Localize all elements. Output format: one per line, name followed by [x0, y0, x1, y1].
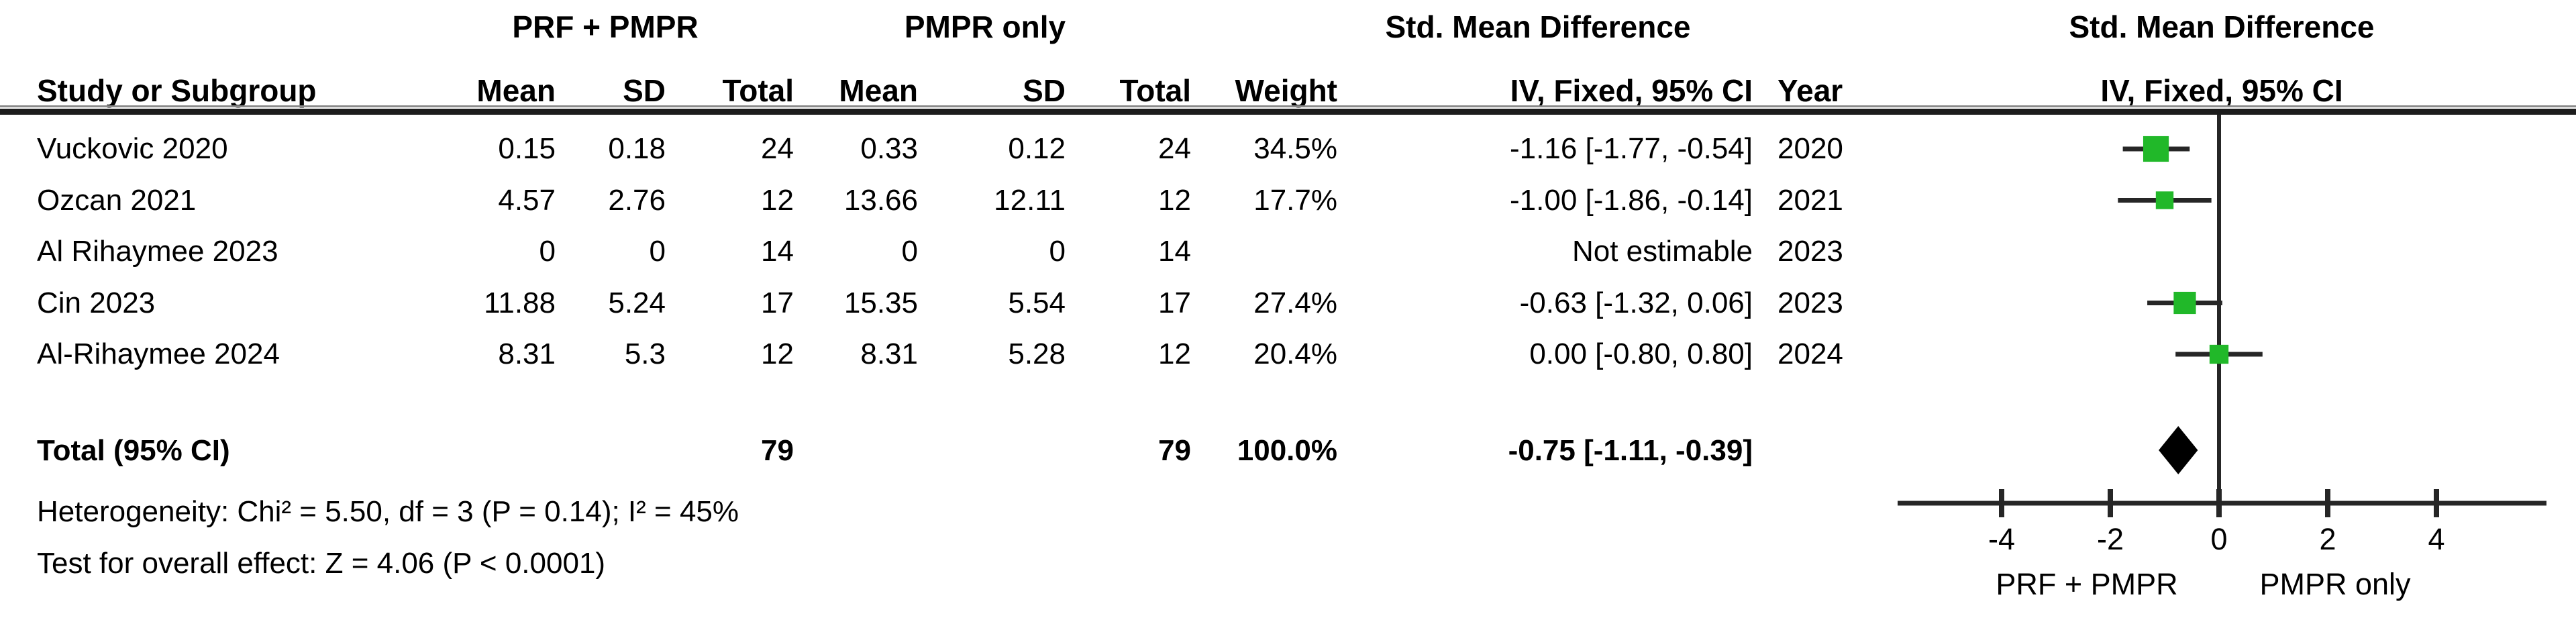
cell-sd2: 0: [1049, 235, 1066, 268]
cell-weight: 20.4%: [1253, 337, 1337, 370]
total-n-experimental: 79: [761, 434, 794, 467]
cell-year: 2023: [1778, 235, 1843, 268]
cell-year: 2023: [1778, 286, 1843, 319]
group-header-smd-table: Std. Mean Difference: [1385, 9, 1691, 44]
cell-mean2: 0: [901, 235, 918, 268]
cell-total2: 12: [1158, 337, 1191, 370]
cell-total2: 17: [1158, 286, 1191, 319]
cell-sd1: 2.76: [608, 184, 666, 217]
cell-mean2: 15.35: [843, 286, 918, 319]
header-rule: [0, 109, 2576, 115]
col-header-weight: Weight: [1235, 73, 1337, 108]
cell-sd2: 5.28: [1008, 337, 1066, 370]
cell-weight: 27.4%: [1253, 286, 1337, 319]
cell-total1: 14: [761, 235, 794, 268]
overall-effect-text: Test for overall effect: Z = 4.06 (P < 0…: [37, 547, 606, 580]
cell-study: Cin 2023: [37, 286, 156, 319]
cell-mean1: 0: [539, 235, 556, 268]
axis-tick-label: 2: [2319, 522, 2336, 556]
effect-marker-square: [2143, 136, 2169, 162]
cell-study: Al-Rihaymee 2024: [37, 337, 280, 370]
cell-sd1: 5.24: [608, 286, 666, 319]
cell-mean1: 0.15: [498, 132, 556, 165]
cell-year: 2020: [1778, 132, 1843, 165]
cell-mean1: 4.57: [498, 184, 556, 217]
effect-marker-square: [2209, 344, 2229, 364]
cell-total2: 12: [1158, 184, 1191, 217]
group-header-smd-plot: Std. Mean Difference: [2069, 9, 2375, 44]
cell-study: Ozcan 2021: [37, 184, 197, 217]
axis-tick-label: -4: [1988, 522, 2015, 556]
cell-sd1: 0: [649, 235, 666, 268]
cell-year: 2021: [1778, 184, 1843, 217]
cell-mean2: 0.33: [860, 132, 918, 165]
axis-tick-label: 4: [2428, 522, 2445, 556]
heterogeneity-text: Heterogeneity: Chi² = 5.50, df = 3 (P = …: [37, 495, 739, 528]
axis-label-favours-control: PMPR only: [2259, 567, 2411, 601]
cell-weight: 17.7%: [1253, 184, 1337, 217]
cell-study: Al Rihaymee 2023: [37, 235, 278, 268]
header-rule-shadow: [0, 105, 2576, 107]
cell-study: Vuckovic 2020: [37, 132, 228, 165]
group-header-control: PMPR only: [904, 9, 1066, 44]
cell-mean2: 8.31: [860, 337, 918, 370]
cell-total1: 17: [761, 286, 794, 319]
total-effect-estimate: -0.75 [-1.11, -0.39]: [1508, 434, 1753, 467]
col-header-total2: Total: [1119, 73, 1191, 108]
effect-marker-square: [2155, 191, 2174, 209]
cell-effect: -0.63 [-1.32, 0.06]: [1519, 286, 1753, 319]
cell-sd2: 12.11: [994, 184, 1066, 217]
col-header-mean1: Mean: [476, 73, 556, 108]
cell-total2: 24: [1158, 132, 1191, 165]
cell-sd2: 0.12: [1008, 132, 1066, 165]
axis-tick-label: 0: [2210, 522, 2228, 556]
cell-effect: -1.16 [-1.77, -0.54]: [1510, 132, 1753, 165]
cell-year: 2024: [1778, 337, 1843, 370]
col-header-year: Year: [1778, 73, 1843, 108]
pooled-effect-diamond: [2159, 426, 2198, 474]
cell-sd1: 5.3: [624, 337, 666, 370]
cell-effect: 0.00 [-0.80, 0.80]: [1529, 337, 1753, 370]
cell-effect: Not estimable: [1572, 235, 1753, 268]
col-header-effect-ci-plot: IV, Fixed, 95% CI: [2100, 73, 2343, 108]
col-header-total1: Total: [722, 73, 794, 108]
cell-total1: 24: [761, 132, 794, 165]
cell-mean1: 11.88: [484, 286, 556, 319]
cell-total1: 12: [761, 184, 794, 217]
cell-total1: 12: [761, 337, 794, 370]
cell-total2: 14: [1158, 235, 1191, 268]
group-header-experimental: PRF + PMPR: [512, 9, 699, 44]
total-weight: 100.0%: [1237, 434, 1337, 467]
total-label: Total (95% CI): [37, 434, 230, 467]
cell-sd2: 5.54: [1008, 286, 1066, 319]
cell-mean2: 13.66: [843, 184, 918, 217]
axis-label-favours-experimental: PRF + PMPR: [1996, 567, 2178, 601]
axis-tick-label: -2: [2096, 522, 2124, 556]
effect-marker-square: [2173, 291, 2196, 315]
col-header-sd1: SD: [623, 73, 666, 108]
col-header-effect-ci: IV, Fixed, 95% CI: [1510, 73, 1753, 108]
col-header-study: Study or Subgroup: [37, 73, 317, 108]
col-header-mean2: Mean: [839, 73, 918, 108]
cell-effect: -1.00 [-1.86, -0.14]: [1510, 184, 1753, 217]
cell-sd1: 0.18: [608, 132, 666, 165]
total-n-control: 79: [1158, 434, 1191, 467]
cell-weight: 34.5%: [1253, 132, 1337, 165]
col-header-sd2: SD: [1023, 73, 1066, 108]
cell-mean1: 8.31: [498, 337, 556, 370]
